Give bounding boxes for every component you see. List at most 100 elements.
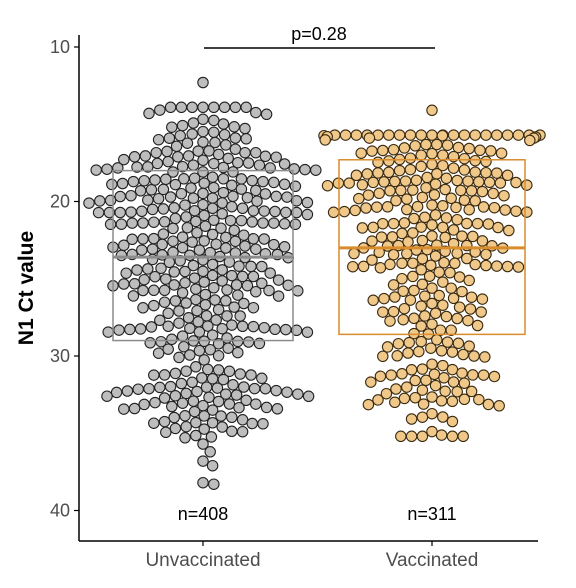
data-point xyxy=(159,416,169,426)
data-point xyxy=(174,306,184,316)
data-point xyxy=(483,219,493,229)
data-point xyxy=(177,232,187,242)
data-point xyxy=(388,250,398,260)
data-point xyxy=(408,185,418,195)
data-point xyxy=(376,232,386,242)
data-point xyxy=(235,311,245,321)
data-point xyxy=(237,203,247,213)
data-point xyxy=(279,179,289,189)
data-point xyxy=(188,193,198,203)
data-point xyxy=(236,215,246,225)
data-point xyxy=(107,179,117,189)
data-point xyxy=(181,422,191,432)
data-point xyxy=(322,181,332,191)
data-point xyxy=(492,130,502,140)
data-point xyxy=(139,176,149,186)
data-point xyxy=(390,176,400,186)
data-point xyxy=(146,322,156,332)
data-point xyxy=(522,180,532,190)
data-point xyxy=(128,176,138,186)
data-point xyxy=(368,222,378,232)
data-point xyxy=(265,163,275,173)
data-point xyxy=(217,324,227,334)
data-point xyxy=(198,126,208,136)
data-point xyxy=(452,248,462,258)
data-point xyxy=(177,398,187,408)
data-point xyxy=(230,102,240,112)
data-point xyxy=(217,198,227,208)
data-point xyxy=(363,190,373,200)
data-point xyxy=(221,140,231,150)
data-point xyxy=(492,168,502,178)
data-point xyxy=(464,205,474,215)
y-tick-label: 10 xyxy=(50,37,70,57)
data-point xyxy=(174,318,184,328)
data-point xyxy=(468,231,478,241)
data-point xyxy=(169,280,179,290)
data-point xyxy=(168,236,178,246)
data-point xyxy=(279,219,289,229)
data-point xyxy=(223,343,233,353)
data-point xyxy=(158,229,168,239)
data-point xyxy=(426,343,436,353)
data-point xyxy=(402,204,412,214)
y-tick-label: 30 xyxy=(50,346,70,366)
data-point xyxy=(427,409,437,419)
data-point xyxy=(492,261,502,271)
data-point xyxy=(470,130,480,140)
data-point xyxy=(95,196,105,206)
data-point xyxy=(218,187,228,197)
data-point xyxy=(137,245,147,255)
data-point xyxy=(357,180,367,190)
data-point xyxy=(403,237,413,247)
data-point xyxy=(153,348,163,358)
data-point xyxy=(207,203,217,213)
data-point xyxy=(385,259,395,269)
data-point xyxy=(254,338,264,348)
data-point xyxy=(430,380,440,390)
data-point xyxy=(470,167,480,177)
data-point xyxy=(149,418,159,428)
data-point xyxy=(402,194,412,204)
data-point xyxy=(438,150,448,160)
data-point xyxy=(170,423,180,433)
data-point xyxy=(200,289,210,299)
data-point xyxy=(143,195,153,205)
data-point xyxy=(462,218,472,228)
data-point xyxy=(447,416,457,426)
data-point xyxy=(230,133,240,143)
data-point xyxy=(209,158,219,168)
data-point xyxy=(162,146,172,156)
data-point xyxy=(427,392,437,402)
data-point xyxy=(379,177,389,187)
data-point xyxy=(251,287,261,297)
data-point xyxy=(233,336,243,346)
data-point xyxy=(269,239,279,249)
data-point xyxy=(466,186,476,196)
data-point xyxy=(447,364,457,374)
data-point xyxy=(290,219,300,229)
data-point xyxy=(198,478,208,488)
data-point xyxy=(161,427,171,437)
data-point xyxy=(399,143,409,153)
data-point xyxy=(116,219,126,229)
data-point xyxy=(384,167,394,177)
data-point xyxy=(414,346,424,356)
data-point xyxy=(246,261,256,271)
data-point xyxy=(182,223,192,233)
data-point xyxy=(207,193,217,203)
data-point xyxy=(406,431,416,441)
data-point xyxy=(249,383,259,393)
data-point xyxy=(229,122,239,132)
data-point xyxy=(152,158,162,168)
data-point xyxy=(185,350,195,360)
data-point xyxy=(399,218,409,228)
data-point xyxy=(243,158,253,168)
data-point xyxy=(385,186,395,196)
data-point xyxy=(470,259,480,269)
data-point xyxy=(205,447,215,457)
data-point xyxy=(483,399,493,409)
data-point xyxy=(502,130,512,140)
data-point xyxy=(282,387,292,397)
data-point xyxy=(429,190,439,200)
